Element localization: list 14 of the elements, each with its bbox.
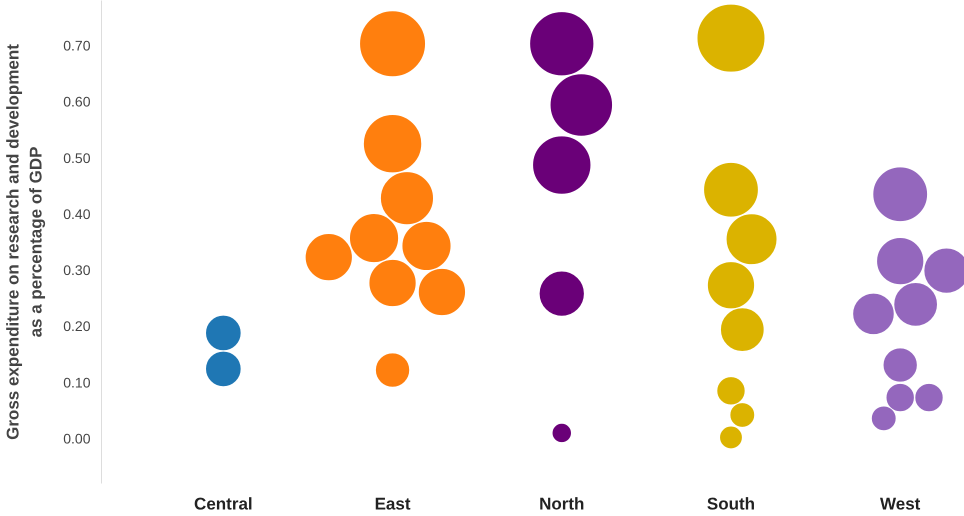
y-tick-label: 0.30: [63, 262, 91, 278]
y-tick-label: 0.00: [63, 430, 91, 447]
y-tick-label: 0.20: [63, 318, 91, 334]
y-axis-title: Gross expenditure on research and development as a percentage of GDP: [3, 44, 46, 440]
y-tick-label: 0.50: [63, 150, 91, 166]
x-tick-label: West: [880, 494, 921, 514]
x-tick-label: South: [706, 494, 756, 514]
y-tick-label: 0.60: [63, 94, 91, 110]
y-tick-label: 0.70: [63, 37, 91, 54]
y-tick-label: 0.10: [63, 374, 91, 390]
x-tick-label: East: [374, 494, 411, 514]
x-tick-label: North: [539, 494, 584, 514]
y-tick-label: 0.40: [63, 206, 91, 222]
x-tick-label: Central: [194, 494, 253, 514]
